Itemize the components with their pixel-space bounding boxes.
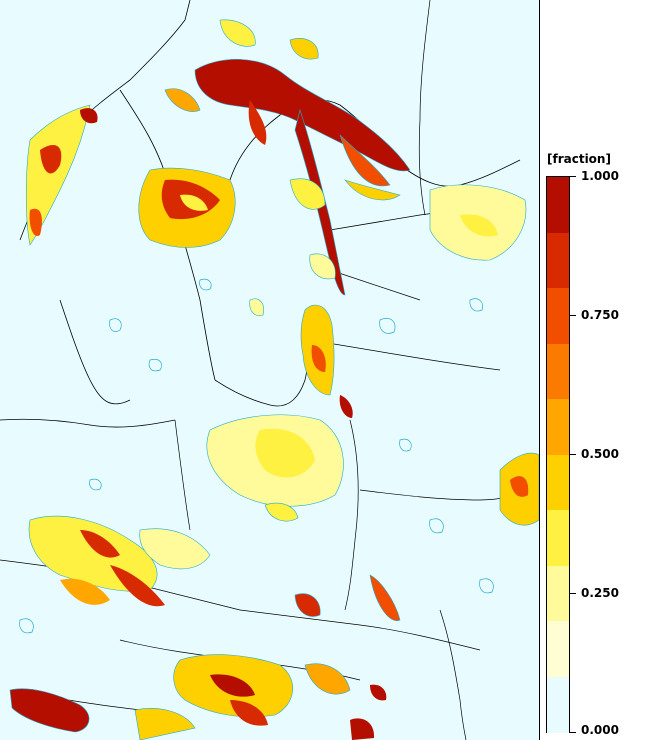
legend-color-segment: [547, 399, 569, 455]
legend-color-segment: [547, 621, 569, 677]
legend-tick: [570, 593, 576, 594]
contour-lines: [19, 278, 494, 634]
legend-color-segment: [547, 454, 569, 511]
legend-tick: [570, 732, 576, 733]
legend-tick-label: 0.250: [581, 586, 619, 600]
legend-tick: [570, 176, 576, 177]
legend-color-segment: [547, 565, 569, 622]
legend-color-segment: [547, 288, 569, 344]
legend-tick-label: 1.000: [581, 169, 619, 183]
legend-color-segment: [547, 510, 569, 566]
legend-title: [fraction]: [547, 152, 611, 166]
legend-tick-label: 0.500: [581, 447, 619, 461]
legend-tick: [570, 454, 576, 455]
ice-patches: [9, 19, 539, 740]
legend-color-segment: [547, 676, 569, 733]
ice-fraction-map: [0, 0, 539, 740]
legend-tick: [570, 315, 576, 316]
legend-tick-label: 0.000: [581, 723, 619, 737]
legend-colorbar: [546, 176, 570, 733]
legend-color-segment: [547, 343, 569, 400]
legend-tick-label: 0.750: [581, 308, 619, 322]
map-panel: [0, 0, 540, 740]
legend-color-segment: [547, 232, 569, 289]
legend-color-segment: [547, 177, 569, 233]
